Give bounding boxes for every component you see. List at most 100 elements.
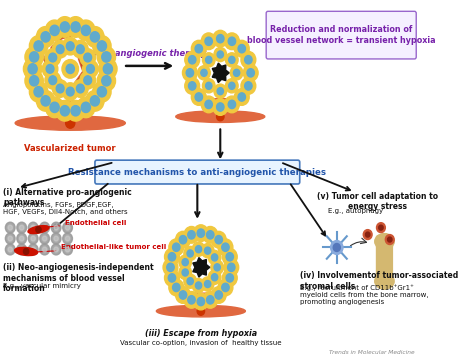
Circle shape bbox=[211, 254, 218, 261]
Circle shape bbox=[52, 41, 68, 58]
Circle shape bbox=[201, 277, 214, 291]
Circle shape bbox=[204, 281, 211, 287]
Circle shape bbox=[173, 243, 180, 252]
Circle shape bbox=[167, 263, 174, 272]
Circle shape bbox=[228, 100, 236, 109]
Circle shape bbox=[234, 40, 249, 57]
Circle shape bbox=[247, 69, 255, 77]
Circle shape bbox=[65, 247, 70, 252]
Text: E.g., recruitment of CD11b⁺Gr1⁺
myeloid cells from the bone marrow,
promoting an: E.g., recruitment of CD11b⁺Gr1⁺ myeloid … bbox=[300, 284, 428, 305]
Circle shape bbox=[63, 83, 78, 100]
Circle shape bbox=[54, 247, 58, 252]
Circle shape bbox=[186, 69, 193, 77]
Circle shape bbox=[234, 89, 249, 105]
Circle shape bbox=[365, 232, 370, 237]
Ellipse shape bbox=[375, 233, 394, 249]
Circle shape bbox=[73, 41, 88, 58]
Circle shape bbox=[245, 82, 252, 90]
Circle shape bbox=[179, 255, 191, 269]
Circle shape bbox=[330, 240, 343, 254]
Circle shape bbox=[46, 97, 64, 118]
Circle shape bbox=[184, 247, 197, 261]
Circle shape bbox=[238, 45, 246, 53]
Circle shape bbox=[19, 236, 24, 241]
Circle shape bbox=[63, 37, 78, 55]
Circle shape bbox=[195, 246, 202, 253]
Circle shape bbox=[217, 51, 223, 58]
Text: (iv) Involvementof tumor-associated
stromal cells: (iv) Involvementof tumor-associated stro… bbox=[300, 271, 458, 291]
Circle shape bbox=[51, 222, 61, 233]
Circle shape bbox=[185, 51, 200, 68]
Circle shape bbox=[214, 84, 227, 98]
Circle shape bbox=[49, 53, 57, 62]
Circle shape bbox=[90, 32, 100, 42]
Circle shape bbox=[29, 76, 39, 86]
Text: E.g., autophagy: E.g., autophagy bbox=[328, 208, 383, 214]
Circle shape bbox=[211, 274, 218, 281]
Circle shape bbox=[28, 233, 38, 244]
Circle shape bbox=[215, 291, 222, 299]
Circle shape bbox=[224, 259, 239, 276]
Circle shape bbox=[376, 223, 385, 233]
Text: Vascularized tumor: Vascularized tumor bbox=[25, 144, 116, 153]
Circle shape bbox=[208, 270, 221, 284]
Circle shape bbox=[66, 100, 85, 121]
Circle shape bbox=[86, 26, 104, 47]
Circle shape bbox=[201, 244, 214, 258]
Circle shape bbox=[76, 45, 84, 54]
Circle shape bbox=[230, 66, 243, 80]
Text: (v) Tumor cell adaptation to
energy stress: (v) Tumor cell adaptation to energy stre… bbox=[318, 192, 438, 211]
Circle shape bbox=[36, 90, 55, 111]
FancyBboxPatch shape bbox=[266, 11, 416, 59]
Circle shape bbox=[206, 82, 212, 89]
Polygon shape bbox=[60, 101, 80, 121]
Circle shape bbox=[187, 278, 193, 285]
Circle shape bbox=[93, 36, 111, 56]
Text: Angiopoietins, FGFs, PDGF,EGF,
HGF, VEGFs, Dll4-Notch, and others: Angiopoietins, FGFs, PDGF,EGF, HGF, VEGF… bbox=[3, 202, 128, 215]
Circle shape bbox=[211, 231, 226, 248]
Circle shape bbox=[102, 76, 111, 86]
Text: Endothelial-like tumor cell: Endothelial-like tumor cell bbox=[32, 244, 167, 253]
Polygon shape bbox=[193, 258, 210, 277]
Circle shape bbox=[193, 293, 208, 310]
Circle shape bbox=[45, 71, 61, 89]
Circle shape bbox=[52, 80, 68, 97]
Circle shape bbox=[228, 263, 235, 272]
Circle shape bbox=[41, 96, 50, 106]
Text: Anti-angiogenic therapy: Anti-angiogenic therapy bbox=[92, 49, 207, 58]
Circle shape bbox=[25, 71, 43, 91]
Circle shape bbox=[182, 64, 197, 81]
Circle shape bbox=[205, 100, 212, 109]
Circle shape bbox=[241, 77, 256, 94]
Circle shape bbox=[226, 79, 238, 93]
Circle shape bbox=[215, 236, 222, 244]
Circle shape bbox=[77, 20, 95, 41]
Circle shape bbox=[218, 279, 233, 296]
Circle shape bbox=[63, 222, 73, 233]
Circle shape bbox=[63, 244, 73, 255]
Circle shape bbox=[17, 222, 27, 233]
Circle shape bbox=[50, 102, 59, 113]
Circle shape bbox=[90, 96, 100, 106]
Circle shape bbox=[99, 59, 117, 79]
Circle shape bbox=[54, 236, 58, 241]
Circle shape bbox=[184, 291, 199, 308]
Circle shape bbox=[213, 99, 228, 115]
Polygon shape bbox=[212, 63, 229, 83]
Circle shape bbox=[184, 227, 199, 243]
Circle shape bbox=[42, 60, 58, 77]
Circle shape bbox=[205, 37, 212, 45]
Circle shape bbox=[49, 76, 57, 85]
Ellipse shape bbox=[375, 273, 394, 289]
Circle shape bbox=[222, 243, 229, 252]
Circle shape bbox=[23, 59, 42, 79]
Circle shape bbox=[179, 291, 187, 299]
Circle shape bbox=[182, 258, 188, 266]
Circle shape bbox=[97, 41, 107, 51]
Circle shape bbox=[214, 47, 227, 62]
Circle shape bbox=[201, 96, 216, 113]
Circle shape bbox=[197, 229, 205, 237]
Circle shape bbox=[36, 227, 41, 233]
Circle shape bbox=[29, 52, 39, 62]
Circle shape bbox=[97, 47, 116, 67]
